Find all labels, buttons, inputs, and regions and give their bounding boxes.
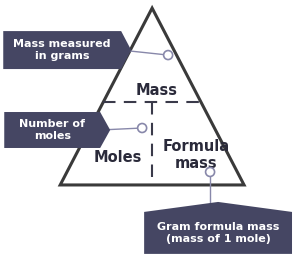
Text: Number of
moles: Number of moles (19, 119, 85, 141)
Circle shape (206, 167, 215, 176)
Circle shape (138, 123, 147, 132)
Text: Formula
mass: Formula mass (163, 139, 230, 171)
Text: Gram formula mass
(mass of 1 mole): Gram formula mass (mass of 1 mole) (157, 222, 279, 244)
Polygon shape (3, 31, 131, 69)
Polygon shape (144, 202, 292, 254)
Text: Mass measured
in grams: Mass measured in grams (13, 39, 111, 61)
Circle shape (164, 51, 173, 60)
Text: Mass: Mass (136, 82, 178, 98)
Polygon shape (4, 112, 110, 148)
Text: Moles: Moles (94, 151, 142, 165)
